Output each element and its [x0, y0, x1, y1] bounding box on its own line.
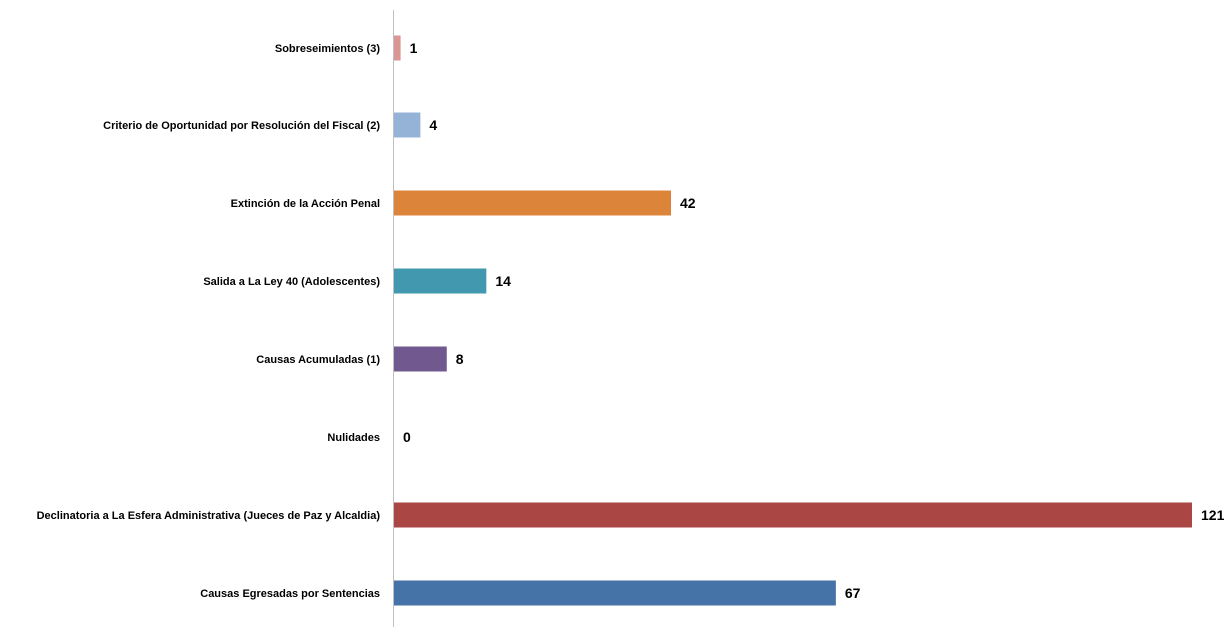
bar [394, 112, 421, 138]
data-label: 67 [845, 585, 861, 601]
category-label: Extinción de la Acción Penal [231, 198, 380, 210]
data-label: 121 [1201, 507, 1225, 523]
category-label: Criterio de Oportunidad por Resolución d… [103, 120, 380, 132]
data-label: 42 [680, 195, 696, 211]
bar [394, 580, 836, 606]
category-label: Declinatoria a La Esfera Administrativa … [37, 510, 381, 522]
bar [394, 190, 671, 216]
data-label: 14 [495, 273, 511, 289]
data-label: 1 [410, 40, 418, 56]
data-label: 4 [429, 117, 437, 133]
bar [394, 268, 487, 294]
category-label: Causas Acumuladas (1) [256, 354, 380, 366]
category-label: Causas Egresadas por Sentencias [200, 588, 380, 600]
bar [394, 346, 447, 372]
category-label: Sobreseimientos (3) [275, 43, 380, 55]
category-label: Nulidades [327, 432, 380, 444]
category-label: Salida a La Ley 40 (Adolescentes) [203, 276, 380, 288]
data-label: 0 [403, 429, 411, 445]
data-label: 8 [456, 351, 464, 367]
bar [394, 502, 1192, 528]
bars-layer: Sobreseimientos (3) 1 Criterio de Oportuni… [37, 35, 1225, 606]
bar [394, 35, 401, 61]
